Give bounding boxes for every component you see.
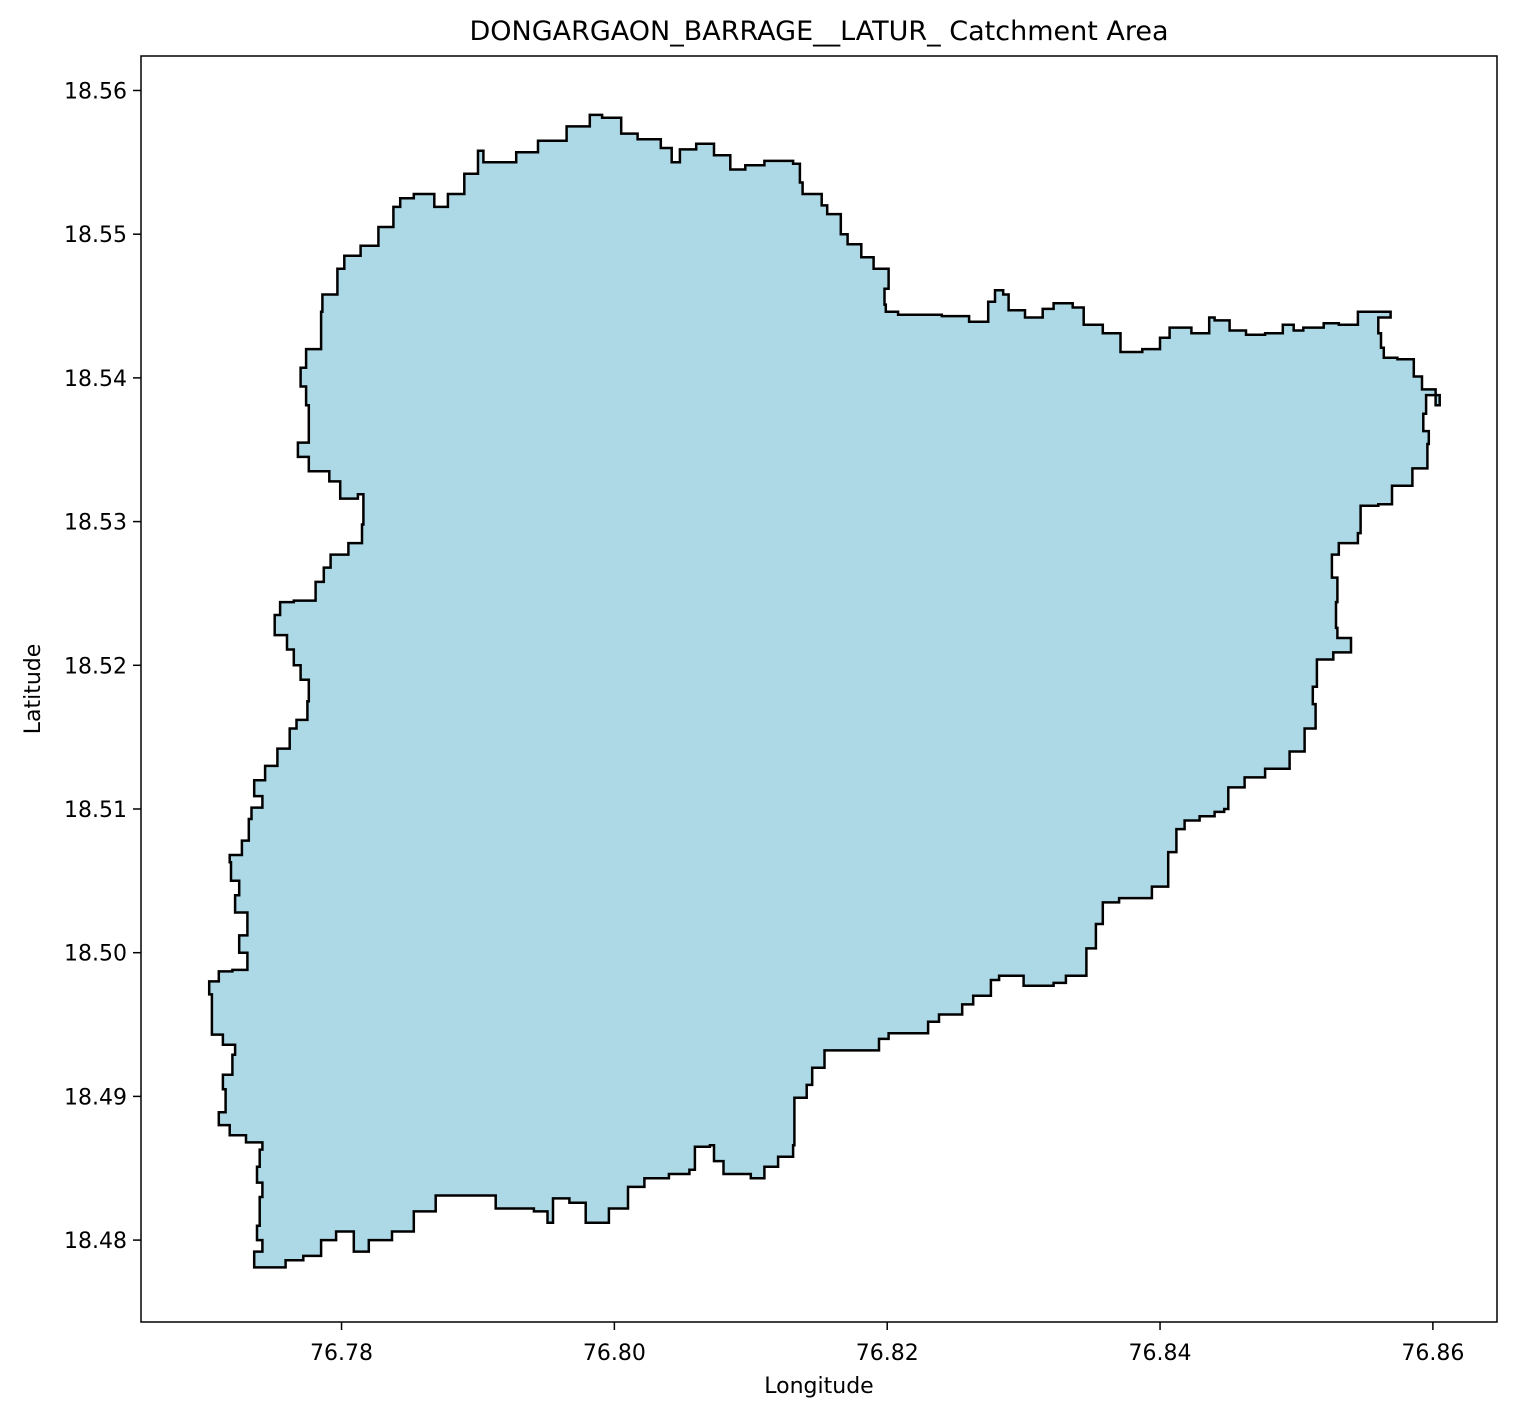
y-tick-label: 18.51 — [64, 798, 127, 823]
y-tick-label: 18.49 — [64, 1085, 127, 1110]
x-axis: 76.78 76.80 76.82 76.84 76.86 — [310, 1322, 1464, 1366]
x-axis-title: Longitude — [764, 1374, 873, 1399]
y-tick-label: 18.54 — [64, 367, 127, 392]
x-tick-label: 76.78 — [310, 1341, 373, 1366]
x-tick-label: 76.80 — [583, 1341, 646, 1366]
catchment-polygon — [207, 113, 1441, 1269]
y-tick-label: 18.53 — [64, 511, 127, 536]
y-tick-label: 18.55 — [64, 223, 127, 248]
y-tick-label: 18.50 — [64, 942, 127, 967]
plot-frame — [140, 55, 1498, 1323]
y-tick-label: 18.56 — [64, 79, 127, 104]
y-tick-label: 18.52 — [64, 654, 127, 679]
chart-title: DONGARGAON_BARRAGE__LATUR_ Catchment Are… — [469, 16, 1168, 47]
x-tick-label: 76.86 — [1401, 1341, 1464, 1366]
y-tick-label: 18.48 — [64, 1229, 127, 1254]
x-tick-label: 76.82 — [856, 1341, 919, 1366]
plot-area — [140, 55, 1498, 1323]
y-axis: 18.48 18.49 18.50 18.51 18.52 18.53 18.54 18.55… — [64, 79, 141, 1254]
x-tick-label: 76.84 — [1129, 1341, 1192, 1366]
y-axis-title: Latitude — [21, 644, 46, 735]
